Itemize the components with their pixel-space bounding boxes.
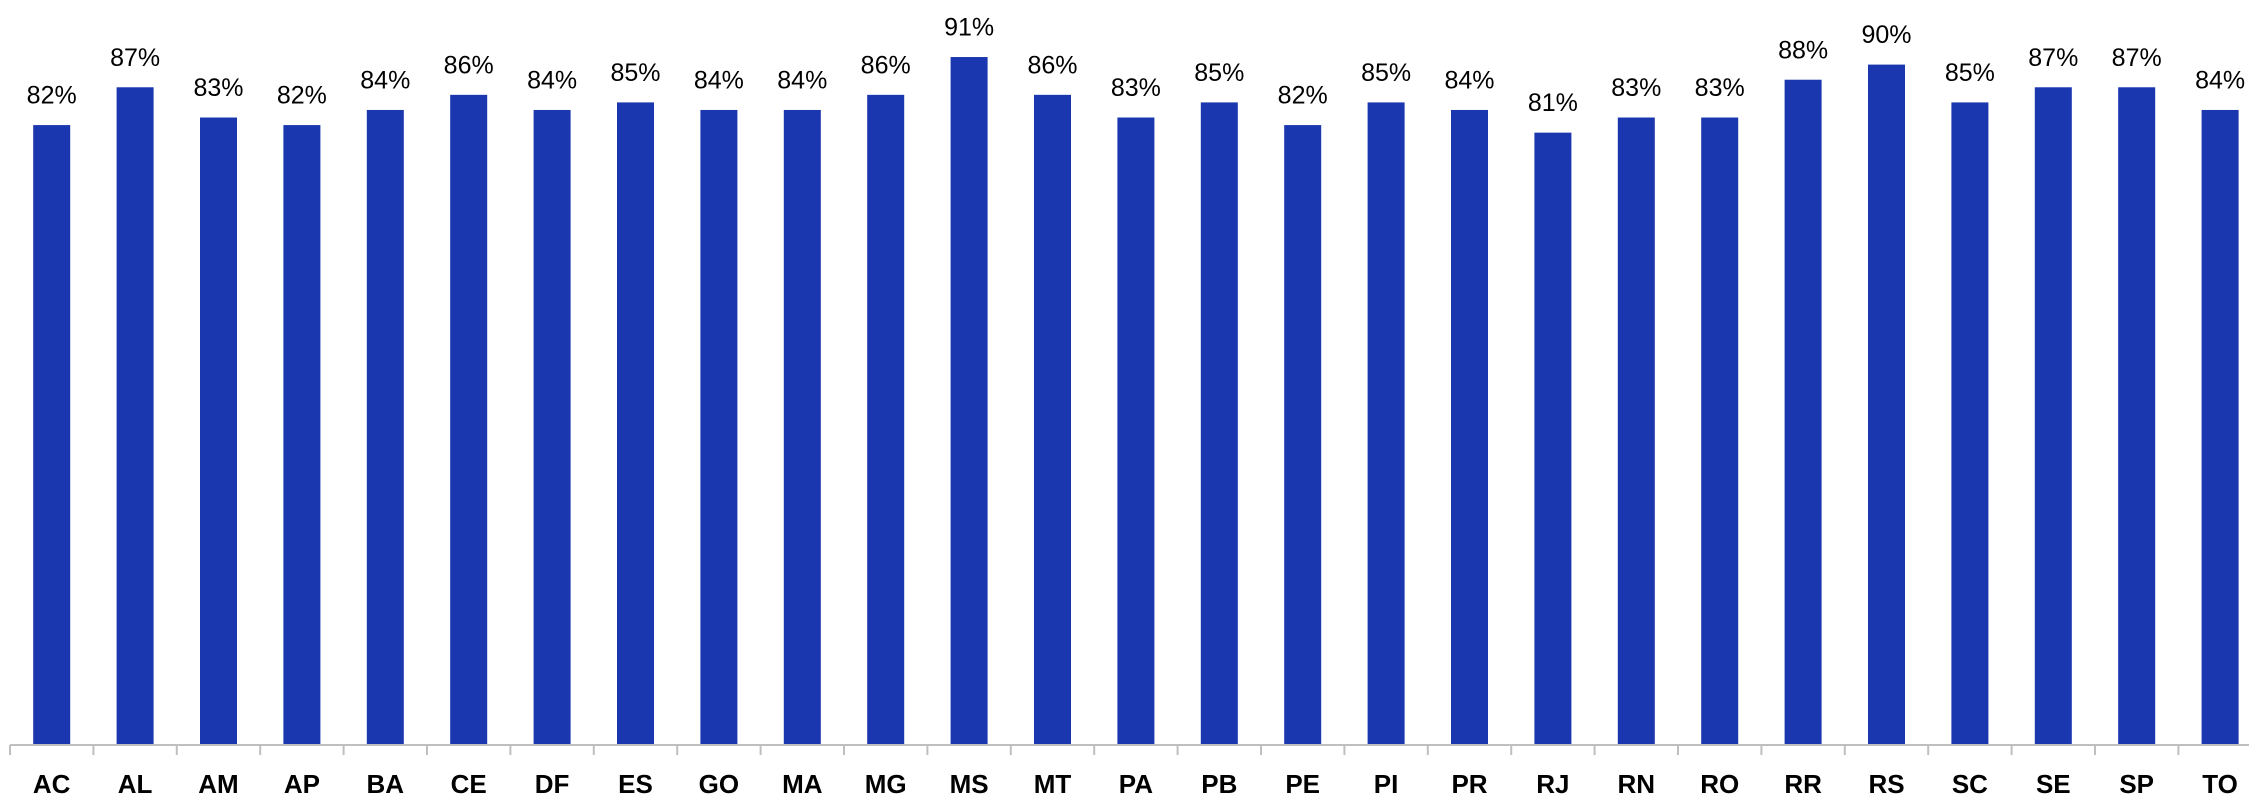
x-tick-label: PI [1374, 769, 1399, 799]
bar [1951, 102, 1989, 745]
value-label: 87% [2112, 44, 2162, 72]
value-label: 90% [1861, 21, 1911, 49]
bar [1617, 117, 1655, 745]
x-tick-label: AC [33, 769, 71, 799]
x-tick-label: ES [618, 769, 653, 799]
x-tick-label: SE [2036, 769, 2071, 799]
x-tick-label: MS [950, 769, 989, 799]
x-tick-label: PA [1119, 769, 1153, 799]
bar [283, 125, 321, 745]
x-tick-label: CE [451, 769, 487, 799]
bar [1117, 117, 1155, 745]
value-label: 82% [27, 82, 77, 110]
value-label: 86% [861, 51, 911, 79]
x-tick-label: SC [1952, 769, 1988, 799]
x-tick-label: AM [198, 769, 238, 799]
x-tick-label: MG [865, 769, 907, 799]
value-label: 84% [360, 67, 410, 95]
x-tick-label: RN [1618, 769, 1656, 799]
bar [1868, 64, 1905, 746]
value-label: 84% [1444, 67, 1494, 95]
value-label: 87% [110, 44, 160, 72]
bar [2201, 109, 2239, 745]
bar [700, 109, 738, 745]
value-label: 83% [1695, 74, 1745, 102]
x-tick-label: RJ [1536, 769, 1569, 799]
bar [1784, 79, 1822, 746]
bar [867, 94, 905, 746]
bar [1034, 94, 1071, 746]
value-label: 84% [777, 67, 827, 95]
value-label: 85% [1361, 59, 1411, 87]
bar [1284, 125, 1322, 745]
value-label: 85% [1194, 59, 1244, 87]
x-tick-label: RR [1784, 769, 1822, 799]
x-tick-label: MT [1034, 769, 1072, 799]
value-label: 88% [1778, 36, 1828, 64]
x-tick-label: PE [1285, 769, 1320, 799]
x-tick-label: MA [782, 769, 823, 799]
x-tick-label: SP [2119, 769, 2154, 799]
x-tick-label: PR [1451, 769, 1487, 799]
value-label: 85% [610, 59, 660, 87]
bar [783, 109, 821, 745]
x-tick-label: AP [284, 769, 320, 799]
bar [33, 125, 71, 745]
x-tick-label: BA [367, 769, 405, 799]
value-label: 83% [193, 74, 243, 102]
bar [366, 109, 404, 745]
bar [2034, 87, 2072, 745]
bar [1701, 117, 1739, 745]
x-tick-label: RO [1700, 769, 1739, 799]
bar [1451, 109, 1488, 745]
bar [1534, 132, 1572, 745]
bar [2118, 87, 2156, 745]
value-label: 82% [1278, 82, 1328, 110]
value-label: 83% [1611, 74, 1661, 102]
value-label: 82% [277, 82, 327, 110]
bar [450, 94, 488, 746]
bar [950, 57, 988, 746]
value-label: 91% [944, 14, 994, 42]
value-label: 86% [1027, 51, 1077, 79]
value-label: 84% [694, 67, 744, 95]
bar [617, 102, 654, 745]
bar [116, 87, 154, 745]
x-tick-label: PB [1201, 769, 1237, 799]
bar [200, 117, 237, 745]
x-tick-label: TO [2202, 769, 2238, 799]
bar [1200, 102, 1238, 745]
bar [533, 109, 571, 745]
value-label: 84% [2195, 67, 2245, 95]
value-label: 83% [1111, 74, 1161, 102]
bar [1367, 102, 1405, 745]
x-tick-label: GO [699, 769, 739, 799]
x-tick-label: RS [1868, 769, 1904, 799]
value-label: 86% [444, 51, 494, 79]
x-tick-label: AL [118, 769, 153, 799]
value-label: 87% [2028, 44, 2078, 72]
value-label: 81% [1528, 89, 1578, 117]
value-label: 85% [1945, 59, 1995, 87]
value-label: 84% [527, 67, 577, 95]
x-tick-label: DF [535, 769, 570, 799]
